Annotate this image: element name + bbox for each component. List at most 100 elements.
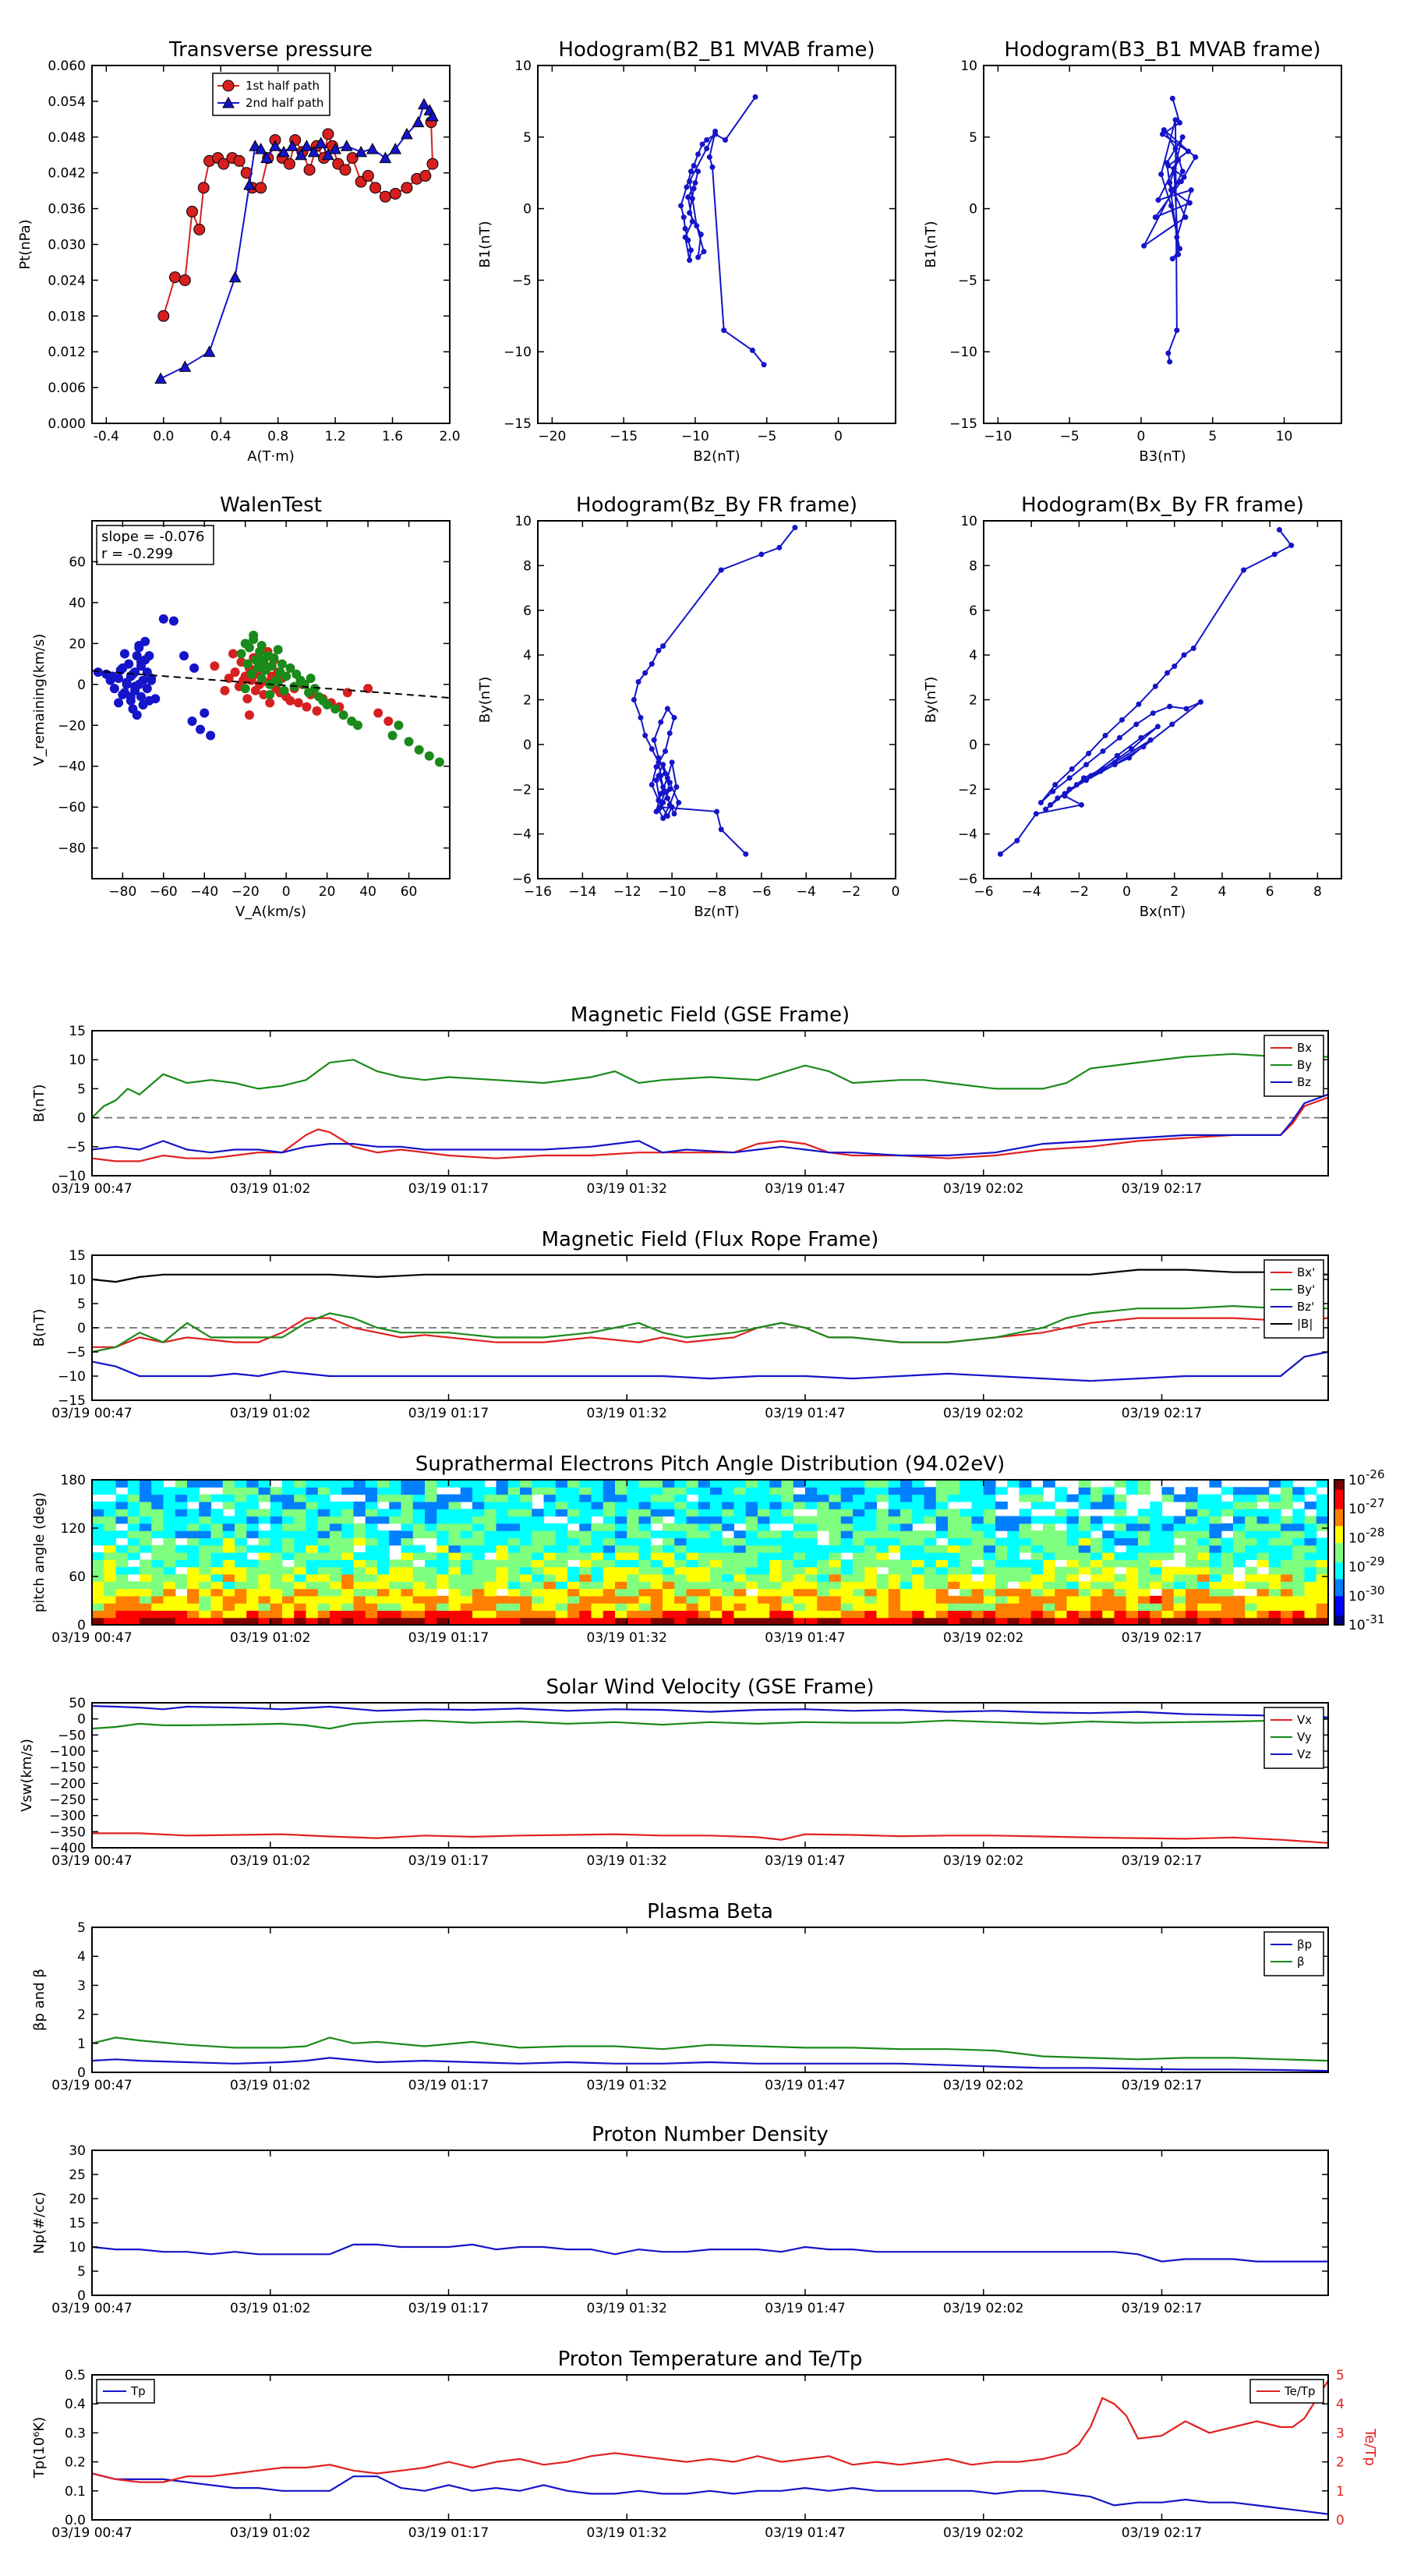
y-tick-label: 0 <box>77 678 86 693</box>
heatmap-cell <box>1161 1530 1175 1538</box>
heatmap-cell <box>959 1552 973 1560</box>
heatmap-cell <box>353 1509 366 1517</box>
heatmap-cell <box>567 1588 580 1597</box>
heatmap-cell <box>472 1509 485 1517</box>
y-tick-label: 3 <box>77 1978 86 1994</box>
heatmap-cell <box>104 1530 117 1538</box>
heatmap-cell <box>401 1603 414 1611</box>
y-right-tick-label: 0 <box>1336 2513 1345 2528</box>
heatmap-cell <box>1268 1617 1281 1625</box>
data-point <box>1066 786 1073 792</box>
heatmap-cell <box>1245 1509 1258 1517</box>
heatmap-cell <box>1316 1501 1328 1509</box>
heatmap-cell <box>710 1559 723 1568</box>
heatmap-cell <box>353 1530 366 1538</box>
heatmap-cell <box>805 1595 818 1604</box>
heatmap-cell <box>532 1480 545 1488</box>
x-tick-label: 03/19 00:47 <box>51 2525 132 2541</box>
data-point <box>373 708 383 718</box>
heatmap-cell <box>555 1523 568 1531</box>
heatmap-cell <box>377 1509 390 1517</box>
heatmap-cell <box>151 1494 164 1502</box>
heatmap-cell <box>686 1610 699 1619</box>
heatmap-cell <box>733 1595 747 1604</box>
legend-marker <box>222 96 235 108</box>
heatmap-cell <box>864 1573 878 1582</box>
heatmap-cell <box>294 1603 307 1611</box>
heatmap-cell <box>282 1480 295 1488</box>
data-point <box>704 145 710 151</box>
y-tick-label: −80 <box>58 841 86 857</box>
heatmap-cell <box>663 1530 675 1538</box>
heatmap-cell <box>745 1516 758 1524</box>
heatmap-cell <box>781 1617 794 1625</box>
heatmap-cell <box>258 1552 271 1560</box>
heatmap-cell <box>638 1588 652 1597</box>
heatmap-cell <box>1233 1509 1246 1517</box>
heatmap-cell <box>959 1523 973 1531</box>
heatmap-cell <box>175 1581 188 1590</box>
heatmap-cell <box>1221 1595 1234 1604</box>
heatmap-cell <box>507 1617 521 1625</box>
heatmap-cell <box>1245 1487 1258 1495</box>
heatmap-cell <box>104 1480 117 1488</box>
heatmap-cell <box>900 1552 913 1560</box>
data-point <box>1155 197 1161 203</box>
heatmap-cell <box>1090 1617 1103 1625</box>
heatmap-cell <box>484 1610 497 1619</box>
heatmap-cell <box>1173 1588 1186 1597</box>
data-point <box>1066 775 1073 781</box>
heatmap-cell <box>912 1588 925 1597</box>
heatmap-cell <box>436 1581 450 1590</box>
heatmap-cell <box>175 1516 188 1524</box>
y-tick-label: −10 <box>949 345 977 360</box>
data-point <box>253 663 263 673</box>
heatmap-cell <box>650 1617 663 1625</box>
data-point <box>295 148 307 161</box>
heatmap-cell <box>412 1501 426 1509</box>
heatmap-cell <box>567 1501 580 1509</box>
heatmap-cell <box>615 1501 627 1509</box>
heatmap-cell <box>1281 1516 1293 1524</box>
heatmap-cell <box>1281 1617 1293 1625</box>
heatmap-cell <box>1019 1509 1032 1517</box>
heatmap-cell <box>1221 1537 1234 1546</box>
heatmap-cell <box>900 1617 913 1625</box>
heatmap-cell <box>92 1487 104 1495</box>
heatmap-cell <box>306 1595 319 1604</box>
colorbar-segment <box>1334 1598 1344 1601</box>
x-tick-label: 03/19 00:47 <box>51 1406 132 1421</box>
data-point <box>265 698 275 708</box>
heatmap-cell <box>246 1595 260 1604</box>
heatmap-cell <box>959 1480 973 1488</box>
heatmap-cell <box>294 1573 307 1582</box>
heatmap-cell <box>1221 1487 1234 1495</box>
heatmap-cell <box>935 1603 949 1611</box>
heatmap-cell <box>210 1559 224 1568</box>
heatmap-cell <box>840 1559 853 1568</box>
heatmap-cell <box>1078 1501 1091 1509</box>
heatmap-cell <box>1078 1480 1091 1488</box>
heatmap-cell <box>995 1573 1008 1582</box>
heatmap-cell <box>104 1501 117 1509</box>
data-point <box>230 667 240 678</box>
heatmap-cell <box>401 1501 414 1509</box>
heatmap-cell <box>460 1537 473 1546</box>
heatmap-cell <box>448 1509 461 1517</box>
heatmap-cell <box>674 1516 687 1524</box>
data-point <box>158 614 168 624</box>
heatmap-cell <box>900 1501 913 1509</box>
heatmap-cell <box>793 1617 806 1625</box>
colorbar-tick-label: 10 <box>1348 1502 1366 1517</box>
heatmap-cell <box>591 1573 604 1582</box>
data-point <box>118 689 128 699</box>
data-point <box>303 164 316 176</box>
data-point <box>712 128 719 134</box>
heatmap-cell <box>472 1494 485 1502</box>
legend-label: β <box>1297 1955 1305 1969</box>
heatmap-cell <box>591 1559 604 1568</box>
heatmap-cell <box>1138 1530 1150 1538</box>
x-tick-label: 03/19 02:17 <box>1122 2078 1202 2093</box>
heatmap-cell <box>722 1523 735 1531</box>
heatmap-cell <box>1209 1509 1222 1517</box>
